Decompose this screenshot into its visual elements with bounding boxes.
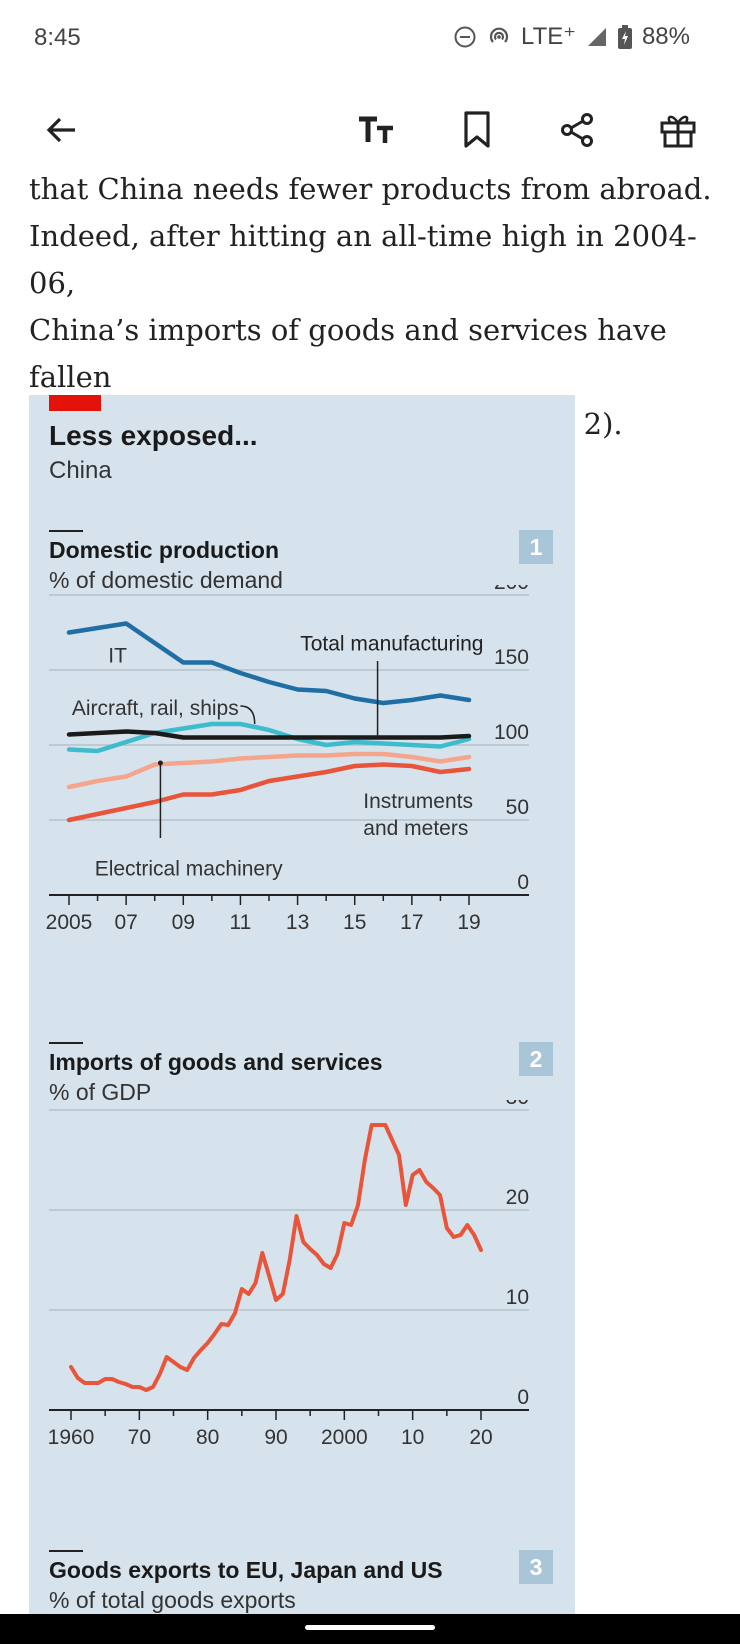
x-tick-label: 19 xyxy=(457,911,480,934)
x-tick-label: 20 xyxy=(469,1426,492,1449)
series-label-total: Total manufacturing xyxy=(300,633,483,656)
x-tick-label: 09 xyxy=(172,911,195,934)
article-line: that China needs fewer products from abr… xyxy=(29,172,712,206)
leader-line-aircraft xyxy=(240,705,256,725)
hotspot-icon xyxy=(490,27,509,43)
series-label-it: IT xyxy=(108,645,127,668)
y-tick-label: 30 xyxy=(506,1100,529,1109)
card-subtitle: China xyxy=(49,457,112,484)
x-tick-label: 80 xyxy=(196,1426,219,1449)
series-label-electrical: Electrical machinery xyxy=(95,858,283,881)
y-tick-label: 20 xyxy=(506,1186,529,1209)
share-icon xyxy=(561,113,593,147)
bookmark-button[interactable] xyxy=(437,90,517,170)
chart1-subtitle: % of domestic demand xyxy=(49,567,283,593)
x-tick-label: 2005 xyxy=(46,911,93,934)
chart2-subtitle: % of GDP xyxy=(49,1079,152,1105)
x-tick-label: 2000 xyxy=(321,1426,368,1449)
share-button[interactable] xyxy=(537,90,617,170)
series-line-1 xyxy=(66,729,472,740)
gift-icon xyxy=(660,115,696,148)
network-type: LTE⁺ xyxy=(521,23,576,50)
chart2-title: Imports of goods and services xyxy=(49,1049,383,1075)
navigation-bar xyxy=(0,1614,740,1644)
x-tick-label: 11 xyxy=(230,911,252,934)
y-tick-label: 50 xyxy=(506,796,529,819)
chart1-badge: 1 xyxy=(519,530,553,564)
chart3-title: Goods exports to EU, Japan and US xyxy=(49,1557,443,1583)
chart-card: Less exposed... China Domestic productio… xyxy=(29,395,575,1644)
status-bar: 8:45 LTE⁺ 88% xyxy=(0,0,740,80)
leader-dot-electrical xyxy=(157,760,163,766)
chart2-plot: 30 20 10 0 1960 70 80 90 2000 10 20 xyxy=(48,1100,529,1449)
x-tick-label: 1960 xyxy=(48,1426,95,1449)
y-tick-label: 10 xyxy=(506,1286,529,1309)
y-tick-label: 100 xyxy=(494,721,529,744)
y-tick-label: 0 xyxy=(517,871,529,894)
x-tick-label: 10 xyxy=(401,1426,424,1449)
series-line-0 xyxy=(66,621,472,706)
gift-button[interactable] xyxy=(638,90,718,170)
series-line-3 xyxy=(66,751,472,790)
y-tick-label: 0 xyxy=(517,1386,529,1409)
x-tick-label: 15 xyxy=(343,911,366,934)
home-gesture-handle[interactable] xyxy=(305,1625,435,1630)
x-tick-label: 07 xyxy=(114,911,137,934)
chart1-title: Domestic production xyxy=(49,537,280,563)
section-rule xyxy=(49,530,83,532)
do-not-disturb-icon xyxy=(454,26,476,47)
article-toolbar xyxy=(0,90,740,170)
red-tag xyxy=(49,395,101,411)
card-title: Less exposed... xyxy=(49,420,258,451)
x-tick-label: 90 xyxy=(264,1426,287,1449)
x-tick-label: 13 xyxy=(286,911,309,934)
y-tick-label: 150 xyxy=(494,646,529,669)
series-line-2 xyxy=(66,721,472,754)
signal-icon xyxy=(587,27,606,46)
section-rule xyxy=(49,1042,83,1044)
text-size-icon xyxy=(359,116,393,143)
bookmark-icon xyxy=(464,111,490,148)
x-tick-label: 17 xyxy=(400,911,423,934)
series-line-4 xyxy=(66,762,472,823)
battery-percent: 88% xyxy=(641,22,690,50)
chart3-badge: 3 xyxy=(519,1550,553,1584)
text-size-button[interactable] xyxy=(336,90,416,170)
chart2-badge: 2 xyxy=(519,1042,553,1076)
series-label-instruments: and meters xyxy=(363,817,468,840)
back-arrow-icon xyxy=(46,117,75,143)
x-tick-label: 70 xyxy=(128,1426,151,1449)
chart1-plot: 200 150 100 50 0 2005 07 09 11 13 15 17 19 IT Total ma… xyxy=(46,585,529,934)
chart3-subtitle: % of total goods exports xyxy=(49,1587,296,1613)
section-rule xyxy=(49,1550,83,1552)
series-line-imports xyxy=(69,1123,483,1392)
battery-icon xyxy=(617,24,632,49)
article-line: China’s imports of goods and services ha… xyxy=(29,313,667,394)
series-label-instruments: Instruments xyxy=(363,790,473,813)
series-label-aircraft: Aircraft, rail, ships xyxy=(72,697,239,720)
y-tick-label: 200 xyxy=(494,585,529,594)
status-icons: LTE⁺ 88% xyxy=(453,22,690,51)
status-time: 8:45 xyxy=(34,24,81,51)
article-line: Indeed, after hitting an all-time high i… xyxy=(29,219,697,300)
back-button[interactable] xyxy=(22,90,102,170)
